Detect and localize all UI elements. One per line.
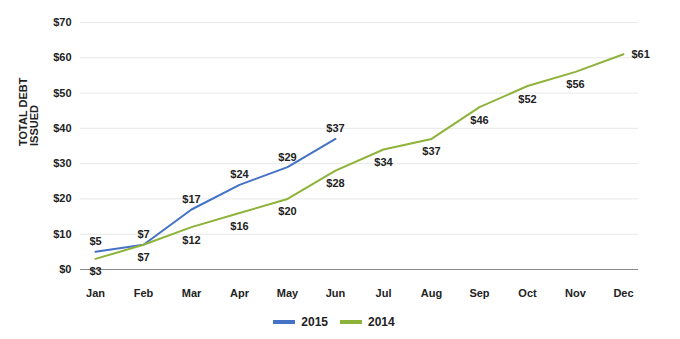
svg-text:$17: $17 (182, 193, 200, 205)
svg-text:$61: $61 (632, 48, 650, 60)
svg-text:$29: $29 (278, 151, 296, 163)
svg-text:$70: $70 (53, 16, 71, 28)
html-text:2015: 2015 (301, 314, 328, 329)
svg-text:$20: $20 (53, 192, 71, 204)
svg-text:$12: $12 (182, 234, 200, 246)
svg-text:$5: $5 (89, 235, 101, 247)
svg-text:$7: $7 (137, 251, 149, 263)
svg-text:$46: $46 (470, 114, 488, 126)
svg-text:Jul: Jul (376, 287, 392, 299)
svg-text:Nov: Nov (565, 287, 587, 299)
svg-text:$37: $37 (326, 122, 344, 134)
svg-text:$34: $34 (374, 156, 393, 168)
svg-text:TOTAL DEBTISSUED: TOTAL DEBTISSUED (17, 77, 40, 146)
svg-text:$28: $28 (326, 177, 344, 189)
svg-text:$52: $52 (518, 93, 536, 105)
svg-text:$60: $60 (53, 51, 71, 63)
svg-text:$24: $24 (230, 168, 249, 180)
svg-text:Apr: Apr (230, 287, 250, 299)
svg-text:$3: $3 (89, 265, 101, 277)
svg-text:$20: $20 (278, 205, 296, 217)
svg-text:$40: $40 (53, 122, 71, 134)
html-text:2014: 2014 (368, 314, 395, 329)
svg-text:$56: $56 (566, 78, 584, 90)
svg-text:May: May (277, 287, 299, 299)
svg-text:Jan: Jan (86, 287, 105, 299)
svg-text:$16: $16 (230, 220, 248, 232)
svg-text:$37: $37 (422, 145, 440, 157)
svg-text:$7: $7 (137, 228, 149, 240)
svg-text:Oct: Oct (518, 287, 537, 299)
svg-text:$30: $30 (53, 157, 71, 169)
svg-text:Feb: Feb (134, 287, 154, 299)
svg-text:Dec: Dec (613, 287, 633, 299)
svg-text:$0: $0 (59, 263, 71, 275)
svg-text:Mar: Mar (182, 287, 202, 299)
svg-text:$10: $10 (53, 228, 71, 240)
svg-text:Sep: Sep (469, 287, 489, 299)
svg-text:Jun: Jun (326, 287, 346, 299)
svg-text:$50: $50 (53, 87, 71, 99)
svg-text:Aug: Aug (421, 287, 442, 299)
